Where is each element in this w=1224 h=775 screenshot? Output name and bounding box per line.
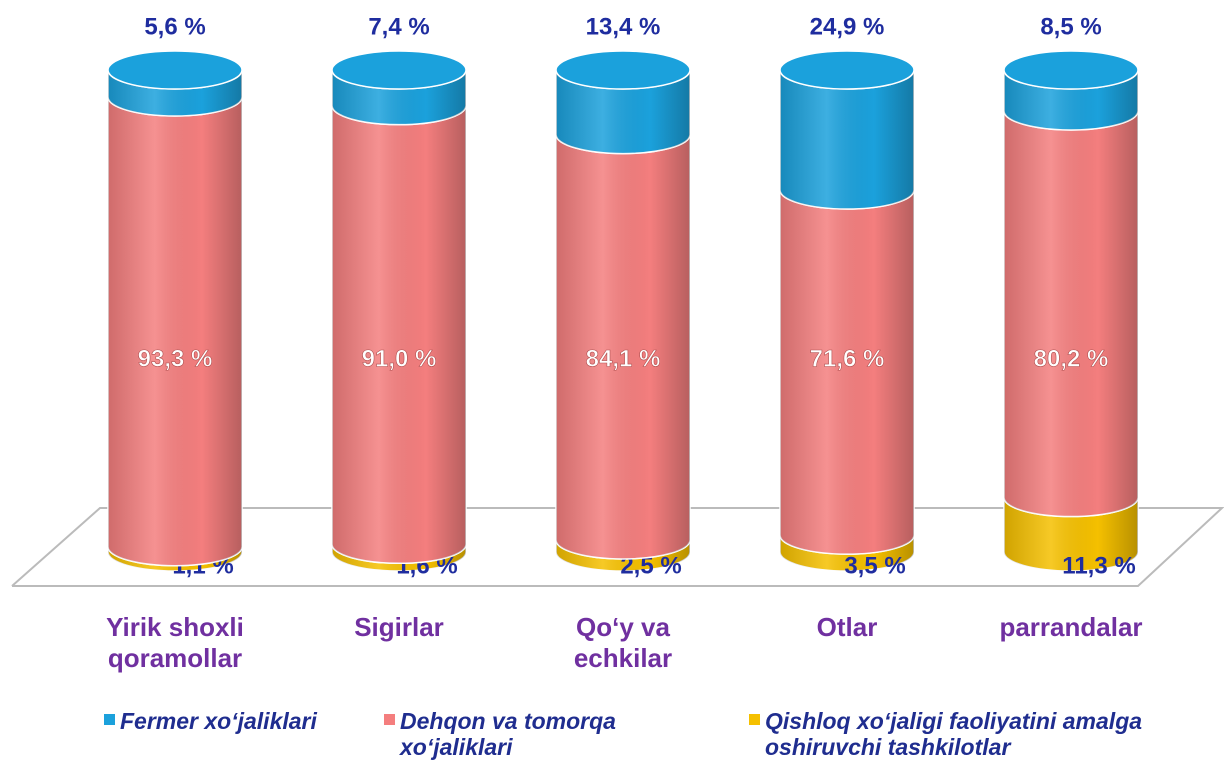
value-label: 91,0 % (362, 345, 437, 372)
segment-shade (780, 70, 914, 210)
legend-entry: Fermer xo‘jaliklari (104, 708, 340, 734)
x-tick-label: Yirik shoxli qoramollar (106, 612, 244, 673)
cylinder-top (555, 50, 691, 90)
cylinder-top (1003, 50, 1139, 90)
value-label: 80,2 % (1034, 345, 1109, 372)
segment-shade (332, 70, 466, 125)
x-tick-label: Qo‘y va echkilar (573, 612, 673, 673)
value-label: 71,6 % (810, 345, 885, 372)
segment-shade (556, 134, 690, 559)
segment-shade (108, 96, 242, 566)
value-label: 3,5 % (844, 552, 905, 579)
segment-shade (556, 539, 690, 571)
legend-swatch (104, 714, 115, 725)
legend-entry: Qishloq xo‘jaligi faoliyatini amalga osh… (749, 708, 1215, 760)
value-label: 84,1 % (586, 345, 661, 372)
segment-shade (108, 70, 242, 116)
segment-shade (1004, 110, 1138, 517)
value-label: 24,9 % (810, 13, 885, 40)
value-label: 93,3 % (138, 345, 213, 372)
segment-shade (1004, 70, 1138, 130)
segment-shade (108, 546, 242, 571)
value-label: 8,5 % (1040, 13, 1101, 40)
cylinder-top (779, 50, 915, 90)
segment-shade (1004, 497, 1138, 571)
segment-shade (332, 544, 466, 571)
value-label: 5,6 % (144, 13, 205, 40)
legend-swatch (384, 714, 395, 725)
value-label: 7,4 % (368, 13, 429, 40)
legend-entry: Dehqon va tomorqa xo‘jaliklari (384, 708, 700, 760)
segment-shade (780, 190, 914, 555)
segment-shade (556, 70, 690, 154)
x-tick-label: parrandalar (999, 612, 1143, 642)
value-label: 13,4 % (586, 13, 661, 40)
segment-shade (780, 535, 914, 571)
x-tick-label: Sigirlar (354, 612, 444, 642)
segment-shade (332, 105, 466, 564)
cylinder-top (331, 50, 467, 90)
x-tick-label: Otlar (816, 612, 878, 642)
value-label: 11,3 % (1062, 552, 1135, 579)
floor (11, 507, 1224, 587)
legend-swatch (749, 714, 760, 725)
cylinder-top (107, 50, 243, 90)
